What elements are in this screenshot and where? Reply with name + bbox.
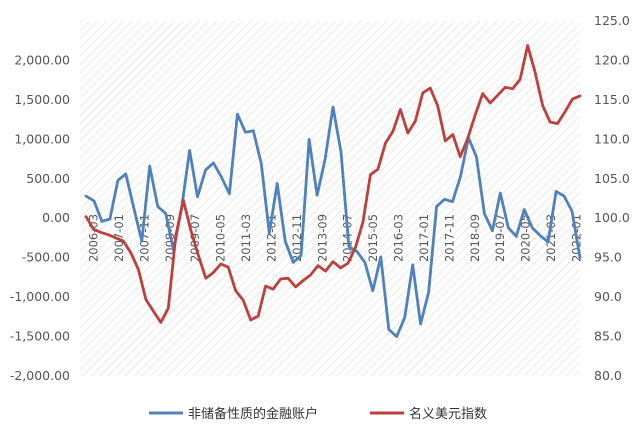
left-tick-label: 500.00 — [26, 171, 70, 186]
left-tick-label: -1,500.00 — [10, 329, 70, 344]
right-tick-label: 110.0 — [594, 131, 630, 146]
legend-label-series2: 名义美元指数 — [409, 406, 487, 422]
left-tick-label: -2,000.00 — [10, 368, 70, 383]
x-tick-label: 2013-09 — [315, 214, 329, 262]
right-tick-label: 105.0 — [594, 171, 630, 186]
right-tick-label: 80.0 — [594, 368, 622, 383]
left-tick-label: -500.00 — [22, 250, 70, 265]
left-tick-label: 1,000.00 — [14, 131, 70, 146]
left-tick-label: 1,500.00 — [14, 92, 70, 107]
series-layer — [84, 44, 582, 339]
right-y-axis: 125.0 120.0 115.0 110.0 105.0 100.0 95.0 90.0 85… — [594, 13, 630, 383]
x-tick-label: 2019-07 — [493, 214, 507, 262]
x-tick-label: 2016-03 — [392, 214, 406, 262]
x-tick-label: 2010-05 — [214, 214, 228, 262]
x-tick-label: 2018-09 — [468, 214, 482, 262]
series-line-1 — [84, 105, 582, 339]
x-axis: 2006-03 2007-01 2007-11 2008-09 2009-07 2010-… — [87, 214, 584, 262]
right-tick-label: 115.0 — [594, 92, 630, 107]
legend-label-series1: 非储备性质的金融账户 — [188, 406, 318, 422]
left-tick-label: 2,000.00 — [14, 52, 70, 67]
left-tick-label: 0.00 — [42, 210, 70, 225]
x-tick-label: 2015-05 — [366, 214, 380, 262]
series-line-2 — [84, 44, 582, 324]
x-tick-label: 2007-11 — [137, 214, 151, 262]
legend: 非储备性质的金融账户 名义美元指数 — [149, 406, 487, 422]
x-tick-label: 2017-11 — [442, 214, 456, 262]
x-tick-label: 2017-01 — [417, 214, 431, 262]
x-tick-label: 2009-07 — [188, 214, 202, 262]
right-tick-label: 85.0 — [594, 329, 622, 344]
right-tick-label: 125.0 — [594, 13, 630, 28]
right-tick-label: 95.0 — [594, 250, 622, 265]
x-tick-label: 2011-03 — [239, 214, 253, 262]
right-tick-label: 100.0 — [594, 210, 630, 225]
left-tick-label: -1,000.00 — [10, 289, 70, 304]
x-tick-label: 2021-03 — [544, 214, 558, 262]
right-tick-label: 120.0 — [594, 52, 630, 67]
left-y-axis: 2,000.00 1,500.00 1,000.00 500.00 0.00 -500.0… — [10, 52, 70, 383]
x-tick-label: 2020-05 — [519, 214, 533, 262]
right-tick-label: 90.0 — [594, 289, 622, 304]
